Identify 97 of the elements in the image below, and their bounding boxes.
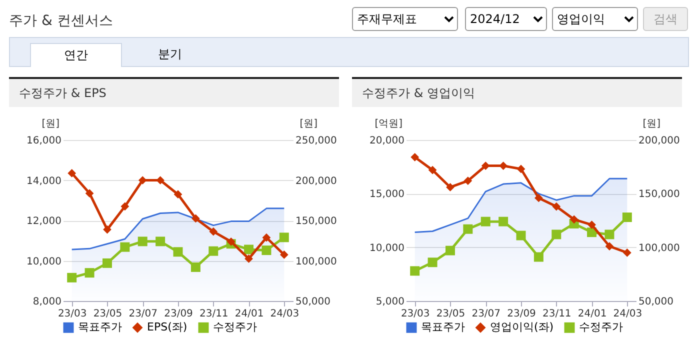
point bbox=[192, 214, 200, 223]
y-tick-label: 16,000 bbox=[26, 136, 62, 146]
x-tick-label: 23/07 bbox=[472, 308, 501, 320]
legend-label: 영업이익(좌) bbox=[490, 320, 554, 334]
point bbox=[410, 266, 420, 276]
dropdown[interactable]: 2024/12 bbox=[465, 7, 547, 31]
point bbox=[605, 242, 614, 250]
point bbox=[516, 230, 526, 240]
chart-title: 수정주가 & EPS bbox=[9, 77, 339, 107]
point bbox=[464, 176, 472, 185]
point bbox=[244, 244, 254, 254]
text: 주가 & 컨센서스 bbox=[9, 12, 113, 30]
x-tick-label: 23/09 bbox=[507, 308, 536, 320]
y2-tick-label: 200,000 bbox=[296, 176, 337, 187]
point bbox=[68, 169, 76, 178]
y2-axis-title: [원] bbox=[642, 118, 661, 130]
point bbox=[570, 215, 578, 224]
point bbox=[445, 246, 455, 256]
point bbox=[588, 220, 596, 229]
y-tick-label: 10,000 bbox=[26, 256, 62, 268]
point bbox=[410, 152, 420, 162]
point bbox=[226, 237, 236, 246]
x-tick-label: 24/03 bbox=[270, 308, 300, 320]
dropdown[interactable]: 영업이익 bbox=[552, 7, 638, 31]
point bbox=[173, 247, 183, 257]
legend-label: EPS(좌) bbox=[147, 320, 188, 334]
y2-axis-title: [원] bbox=[300, 118, 318, 130]
y2-tick-label: 50,000 bbox=[296, 296, 330, 308]
y-tick-label: 14,000 bbox=[26, 176, 62, 187]
x-tick-label: 23/05 bbox=[436, 308, 466, 320]
point bbox=[174, 190, 182, 199]
x-tick-label: 24/01 bbox=[578, 308, 607, 320]
y-tick-label: 5,000 bbox=[376, 296, 404, 308]
legend-label: 수정주가 bbox=[579, 320, 623, 334]
x-tick-label: 23/05 bbox=[93, 308, 122, 320]
x-tick-label: 23/03 bbox=[58, 308, 87, 320]
point bbox=[552, 202, 561, 211]
point bbox=[280, 250, 288, 259]
x-tick-label: 23/03 bbox=[400, 308, 430, 320]
y2-tick-label: 200,000 bbox=[638, 136, 680, 146]
x-tick-label: 23/09 bbox=[164, 308, 193, 320]
point bbox=[138, 236, 148, 246]
y-tick-label: 12,000 bbox=[26, 216, 62, 227]
point bbox=[262, 246, 272, 256]
point bbox=[534, 252, 544, 262]
point bbox=[67, 272, 77, 282]
point bbox=[622, 212, 632, 222]
point bbox=[428, 166, 437, 174]
point bbox=[552, 230, 562, 240]
point bbox=[279, 232, 289, 242]
x-tick-label: 23/07 bbox=[128, 308, 158, 320]
y2-tick-label: 100,000 bbox=[296, 256, 337, 268]
legend-label: 수정주가 bbox=[213, 320, 257, 334]
x-tick-label: 24/03 bbox=[613, 308, 642, 320]
y2-tick-label: 150,000 bbox=[638, 189, 680, 200]
y-tick-label: 10,000 bbox=[370, 242, 404, 254]
point bbox=[209, 227, 218, 236]
point bbox=[262, 233, 271, 242]
y-tick-label: 8,000 bbox=[32, 296, 62, 308]
tab[interactable]: 연간 bbox=[30, 43, 122, 67]
tab[interactable]: 분기 bbox=[125, 43, 215, 66]
y-axis-title: [억원] bbox=[374, 118, 403, 130]
y2-tick-label: 150,000 bbox=[296, 216, 337, 227]
point bbox=[120, 242, 130, 252]
point bbox=[428, 258, 438, 268]
y2-tick-label: 100,000 bbox=[638, 242, 680, 254]
point bbox=[534, 194, 543, 202]
point bbox=[446, 183, 454, 192]
point bbox=[120, 202, 130, 211]
point bbox=[156, 236, 166, 246]
point bbox=[156, 176, 164, 184]
point bbox=[499, 162, 508, 170]
legend-label: 목표주가 bbox=[421, 320, 465, 334]
point bbox=[190, 262, 200, 272]
point bbox=[516, 164, 526, 174]
point bbox=[604, 230, 614, 240]
point bbox=[244, 254, 253, 263]
y-tick-label: 20,000 bbox=[370, 136, 404, 146]
point bbox=[480, 216, 490, 226]
point bbox=[102, 258, 112, 268]
point bbox=[498, 216, 508, 226]
y2-tick-label: 50,000 bbox=[638, 296, 674, 308]
point bbox=[84, 268, 94, 278]
y2-tick-label: 250,000 bbox=[296, 136, 337, 146]
x-tick-label: 23/11 bbox=[542, 308, 572, 320]
x-tick-label: 24/01 bbox=[234, 308, 264, 320]
dropdown[interactable]: 주재무제표 bbox=[352, 7, 458, 31]
y-axis-title: [원] bbox=[42, 118, 60, 130]
point bbox=[622, 248, 632, 257]
y-tick-label: 15,000 bbox=[370, 189, 404, 200]
x-tick-label: 23/11 bbox=[199, 308, 228, 320]
point bbox=[85, 189, 94, 198]
point bbox=[208, 246, 218, 256]
point bbox=[463, 224, 473, 234]
point bbox=[103, 225, 112, 234]
legend-label: 목표주가 bbox=[78, 320, 122, 334]
chart-title: 수정주가 & 영업이익 bbox=[352, 77, 682, 107]
